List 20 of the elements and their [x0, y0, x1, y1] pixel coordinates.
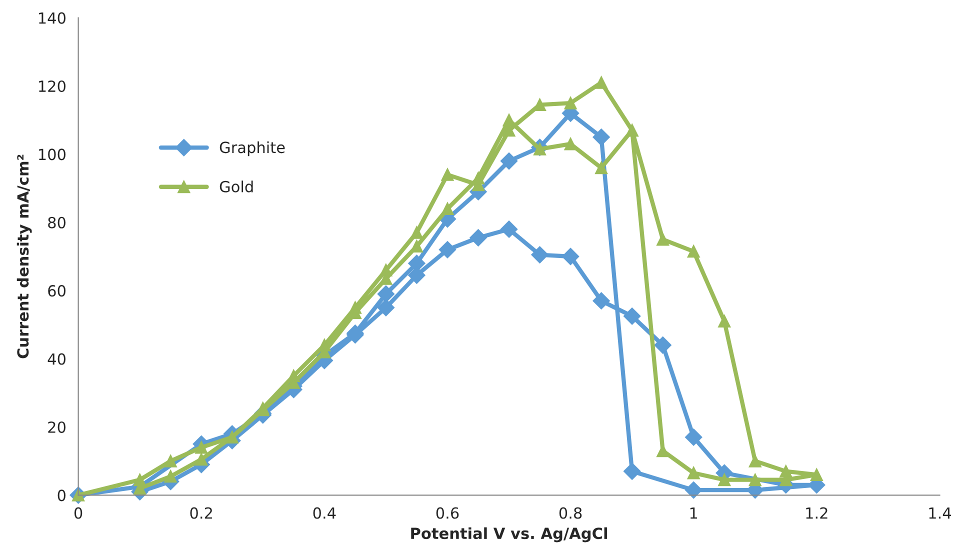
x-tick-label: 0.8 — [559, 507, 582, 519]
x-axis-title: Potential V vs. Ag/AgCl — [411, 527, 607, 542]
x-tick-label: 0.2 — [190, 507, 212, 519]
y-tick-label: 60 — [48, 285, 66, 297]
x-tick-label: 0.4 — [313, 507, 336, 519]
x-tick-label: 1.4 — [929, 507, 952, 519]
legend-label: Graphite — [220, 141, 285, 156]
y-tick-label: 120 — [39, 80, 66, 92]
y-tick-label: 20 — [48, 421, 66, 433]
y-tick-label: 0 — [58, 490, 66, 502]
x-tick-label: 0.6 — [436, 507, 459, 519]
x-tick-label: 0 — [74, 507, 82, 519]
y-tick-label: 80 — [48, 216, 66, 228]
y-tick-label: 40 — [48, 353, 66, 365]
y-tick-label: 140 — [39, 12, 66, 24]
y-axis-title: Current density mA/cm² — [16, 154, 32, 358]
x-tick-label: 1 — [690, 507, 698, 519]
x-tick-label: 1.2 — [806, 507, 828, 519]
y-tick-label: 100 — [39, 148, 66, 160]
legend-label: Gold — [220, 180, 253, 192]
